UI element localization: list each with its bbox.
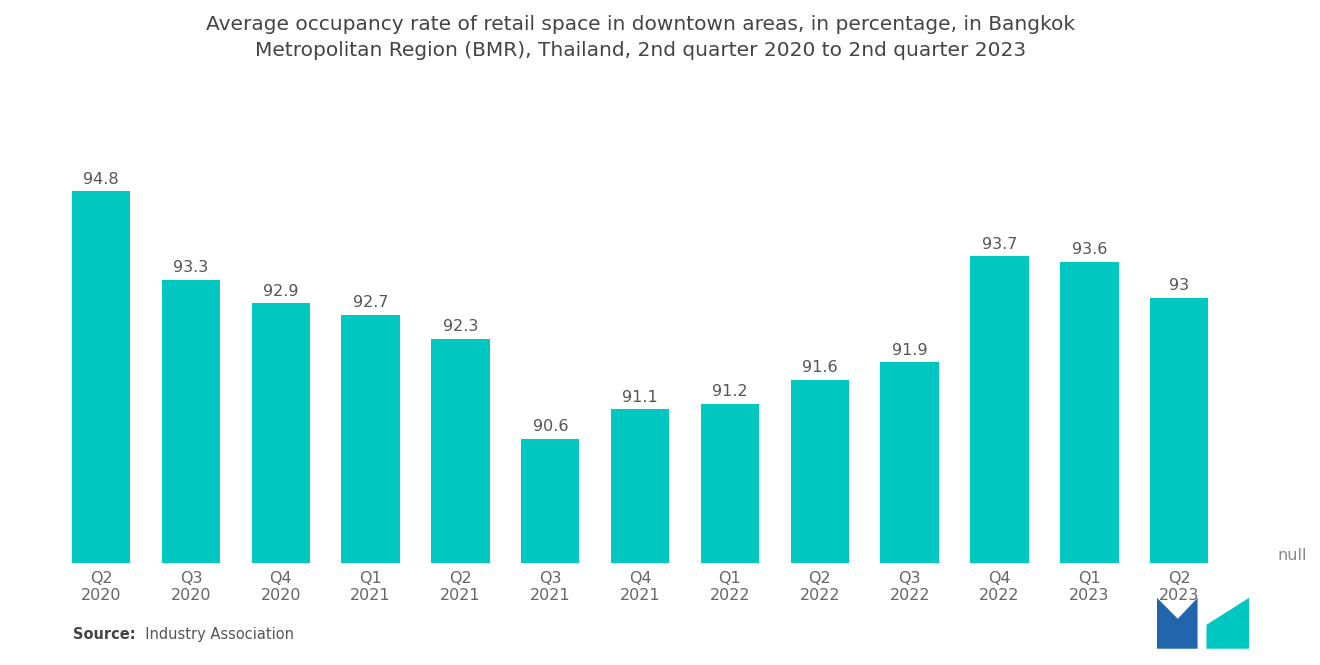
Polygon shape	[1206, 598, 1249, 649]
Bar	[1060, 262, 1118, 665]
Bar	[611, 410, 669, 665]
Text: 92.9: 92.9	[263, 284, 298, 299]
Text: 91.6: 91.6	[803, 360, 838, 375]
Bar	[71, 192, 131, 665]
Text: 93.6: 93.6	[1072, 243, 1107, 257]
Bar	[970, 256, 1028, 665]
Bar	[1150, 297, 1208, 665]
Text: 92.3: 92.3	[442, 319, 478, 334]
Bar	[791, 380, 849, 665]
Text: 92.7: 92.7	[352, 295, 388, 311]
Bar	[252, 303, 310, 665]
Bar	[161, 280, 220, 665]
Text: 91.1: 91.1	[622, 390, 657, 405]
Text: 91.2: 91.2	[713, 384, 748, 399]
Title: Average occupancy rate of retail space in downtown areas, in percentage, in Bang: Average occupancy rate of retail space i…	[206, 15, 1074, 61]
Bar	[342, 315, 400, 665]
Bar	[880, 362, 939, 665]
Bar	[701, 404, 759, 665]
Text: 93.3: 93.3	[173, 260, 209, 275]
Text: 93: 93	[1170, 278, 1189, 293]
Text: null: null	[1278, 548, 1307, 563]
Bar	[432, 338, 490, 665]
Text: 94.8: 94.8	[83, 172, 119, 187]
Text: Industry Association: Industry Association	[136, 626, 294, 642]
Polygon shape	[1156, 598, 1197, 649]
Text: 90.6: 90.6	[532, 419, 568, 434]
Text: 91.9: 91.9	[892, 342, 928, 358]
Text: 93.7: 93.7	[982, 237, 1018, 251]
Text: Source:: Source:	[73, 626, 135, 642]
Bar	[521, 439, 579, 665]
